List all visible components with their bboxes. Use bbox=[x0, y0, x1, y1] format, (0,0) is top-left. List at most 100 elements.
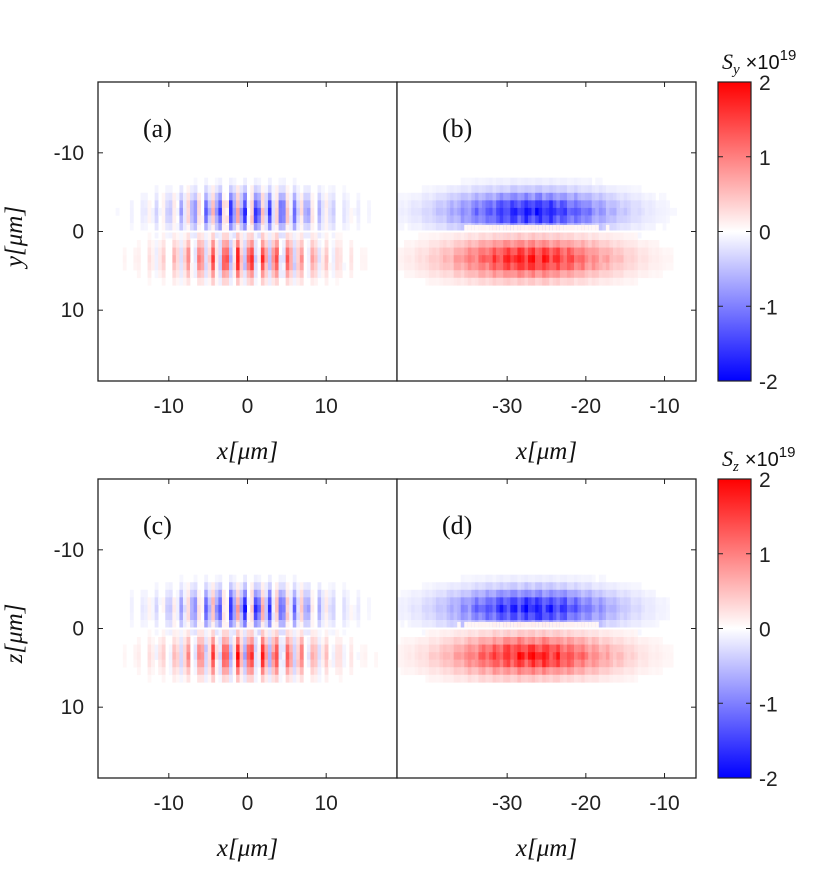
heatmap-cell bbox=[556, 597, 561, 606]
heatmap-cell bbox=[602, 262, 607, 271]
heatmap-cell bbox=[218, 200, 223, 209]
heatmap-cell bbox=[197, 629, 201, 638]
heatmap-cell bbox=[644, 597, 649, 606]
heatmap-cell bbox=[175, 637, 180, 645]
heatmap-cell bbox=[520, 659, 525, 668]
heatmap-cell bbox=[552, 659, 557, 668]
heatmap-cell bbox=[154, 652, 159, 660]
heatmap-cell bbox=[324, 604, 329, 613]
heatmap-cell bbox=[612, 192, 617, 201]
heatmap-cell bbox=[478, 652, 483, 660]
heatmap-cell bbox=[450, 667, 454, 676]
heatmap-cell bbox=[612, 620, 617, 628]
heatmap-cell bbox=[204, 207, 209, 216]
heatmap-cell bbox=[239, 232, 244, 241]
x-axis-label: x[μm] bbox=[216, 438, 278, 465]
heatmap-cell bbox=[510, 674, 515, 683]
heatmap-cell bbox=[506, 582, 511, 591]
heatmap-cell bbox=[574, 621, 578, 630]
heatmap-cell bbox=[464, 215, 469, 224]
heatmap-cell bbox=[172, 659, 177, 668]
heatmap-cell bbox=[296, 215, 301, 224]
heatmap-cell bbox=[407, 270, 412, 279]
heatmap-cell bbox=[538, 192, 543, 201]
heatmap-cell bbox=[542, 659, 547, 668]
heatmap-cell bbox=[453, 277, 458, 286]
heatmap-cell bbox=[425, 247, 430, 256]
heatmap-cell bbox=[574, 629, 578, 638]
heatmap-cell bbox=[271, 200, 276, 209]
heatmap-cell bbox=[542, 200, 547, 209]
heatmap-cell bbox=[481, 597, 486, 606]
heatmap-cell bbox=[464, 277, 469, 286]
heatmap-cell bbox=[620, 667, 624, 676]
heatmap-cell bbox=[528, 604, 532, 613]
heatmap-cell bbox=[513, 200, 518, 209]
heatmap-cell bbox=[513, 621, 518, 630]
heatmap-cell bbox=[200, 629, 205, 638]
heatmap-cell bbox=[485, 240, 490, 248]
heatmap-cell bbox=[278, 223, 283, 231]
heatmap-cell bbox=[211, 629, 216, 638]
heatmap-cell bbox=[662, 247, 667, 256]
heatmap-cell bbox=[214, 667, 219, 676]
heatmap-cell bbox=[659, 637, 663, 645]
heatmap-cell bbox=[460, 277, 465, 286]
heatmap-cell bbox=[549, 240, 554, 248]
heatmap-cell bbox=[552, 224, 557, 233]
heatmap-cell bbox=[407, 207, 412, 216]
heatmap-cell bbox=[428, 582, 433, 591]
heatmap-cell bbox=[464, 637, 469, 645]
heatmap-cell bbox=[524, 177, 529, 186]
heatmap-cell bbox=[253, 247, 258, 256]
heatmap-cell bbox=[577, 224, 582, 233]
heatmap-cell bbox=[644, 262, 649, 271]
heatmap-cell bbox=[129, 620, 134, 628]
heatmap-cell bbox=[193, 604, 198, 613]
heatmap-cell bbox=[574, 574, 578, 583]
heatmap-cell bbox=[545, 270, 550, 279]
heatmap-cell bbox=[450, 674, 454, 683]
heatmap-cell bbox=[296, 644, 301, 653]
heatmap-cell bbox=[421, 232, 426, 241]
heatmap-cell bbox=[616, 637, 621, 645]
heatmap-cell bbox=[446, 667, 451, 676]
heatmap-cell bbox=[581, 652, 585, 660]
heatmap-cell bbox=[207, 582, 212, 591]
heatmap-cell bbox=[528, 674, 532, 683]
heatmap-cell bbox=[335, 629, 340, 638]
heatmap-cell bbox=[478, 215, 483, 224]
heatmap-cell bbox=[439, 262, 444, 271]
heatmap-cell bbox=[503, 224, 508, 233]
heatmap-cell bbox=[306, 582, 311, 591]
heatmap-cell bbox=[278, 582, 283, 591]
heatmap-cell bbox=[503, 255, 508, 263]
heatmap-cell bbox=[168, 620, 173, 628]
heatmap-cell bbox=[303, 627, 308, 636]
heatmap-cell bbox=[439, 597, 444, 606]
heatmap-cell bbox=[478, 277, 483, 286]
heatmap-cell bbox=[229, 674, 233, 683]
heatmap-cell bbox=[214, 192, 219, 201]
heatmap-cell bbox=[524, 192, 529, 201]
heatmap-cell bbox=[136, 240, 141, 248]
heatmap-cell bbox=[531, 200, 536, 209]
heatmap-cell bbox=[517, 644, 522, 653]
heatmap-cell bbox=[598, 262, 603, 271]
heatmap-cell bbox=[556, 659, 561, 668]
heatmap-cell bbox=[605, 270, 610, 279]
heatmap-cell bbox=[464, 629, 469, 638]
heatmap-cell bbox=[250, 674, 255, 683]
heatmap-cell bbox=[432, 589, 437, 598]
heatmap-cell bbox=[243, 255, 248, 263]
heatmap-cell bbox=[278, 270, 283, 279]
heatmap-cell bbox=[630, 629, 635, 638]
colorbar-tick-label: 2 bbox=[759, 72, 771, 95]
heatmap-cell bbox=[439, 200, 444, 209]
heatmap-cell bbox=[595, 277, 600, 286]
heatmap-cell bbox=[542, 589, 547, 598]
heatmap-cell bbox=[296, 674, 301, 683]
heatmap-cell bbox=[605, 262, 610, 271]
heatmap-cell bbox=[524, 224, 529, 233]
